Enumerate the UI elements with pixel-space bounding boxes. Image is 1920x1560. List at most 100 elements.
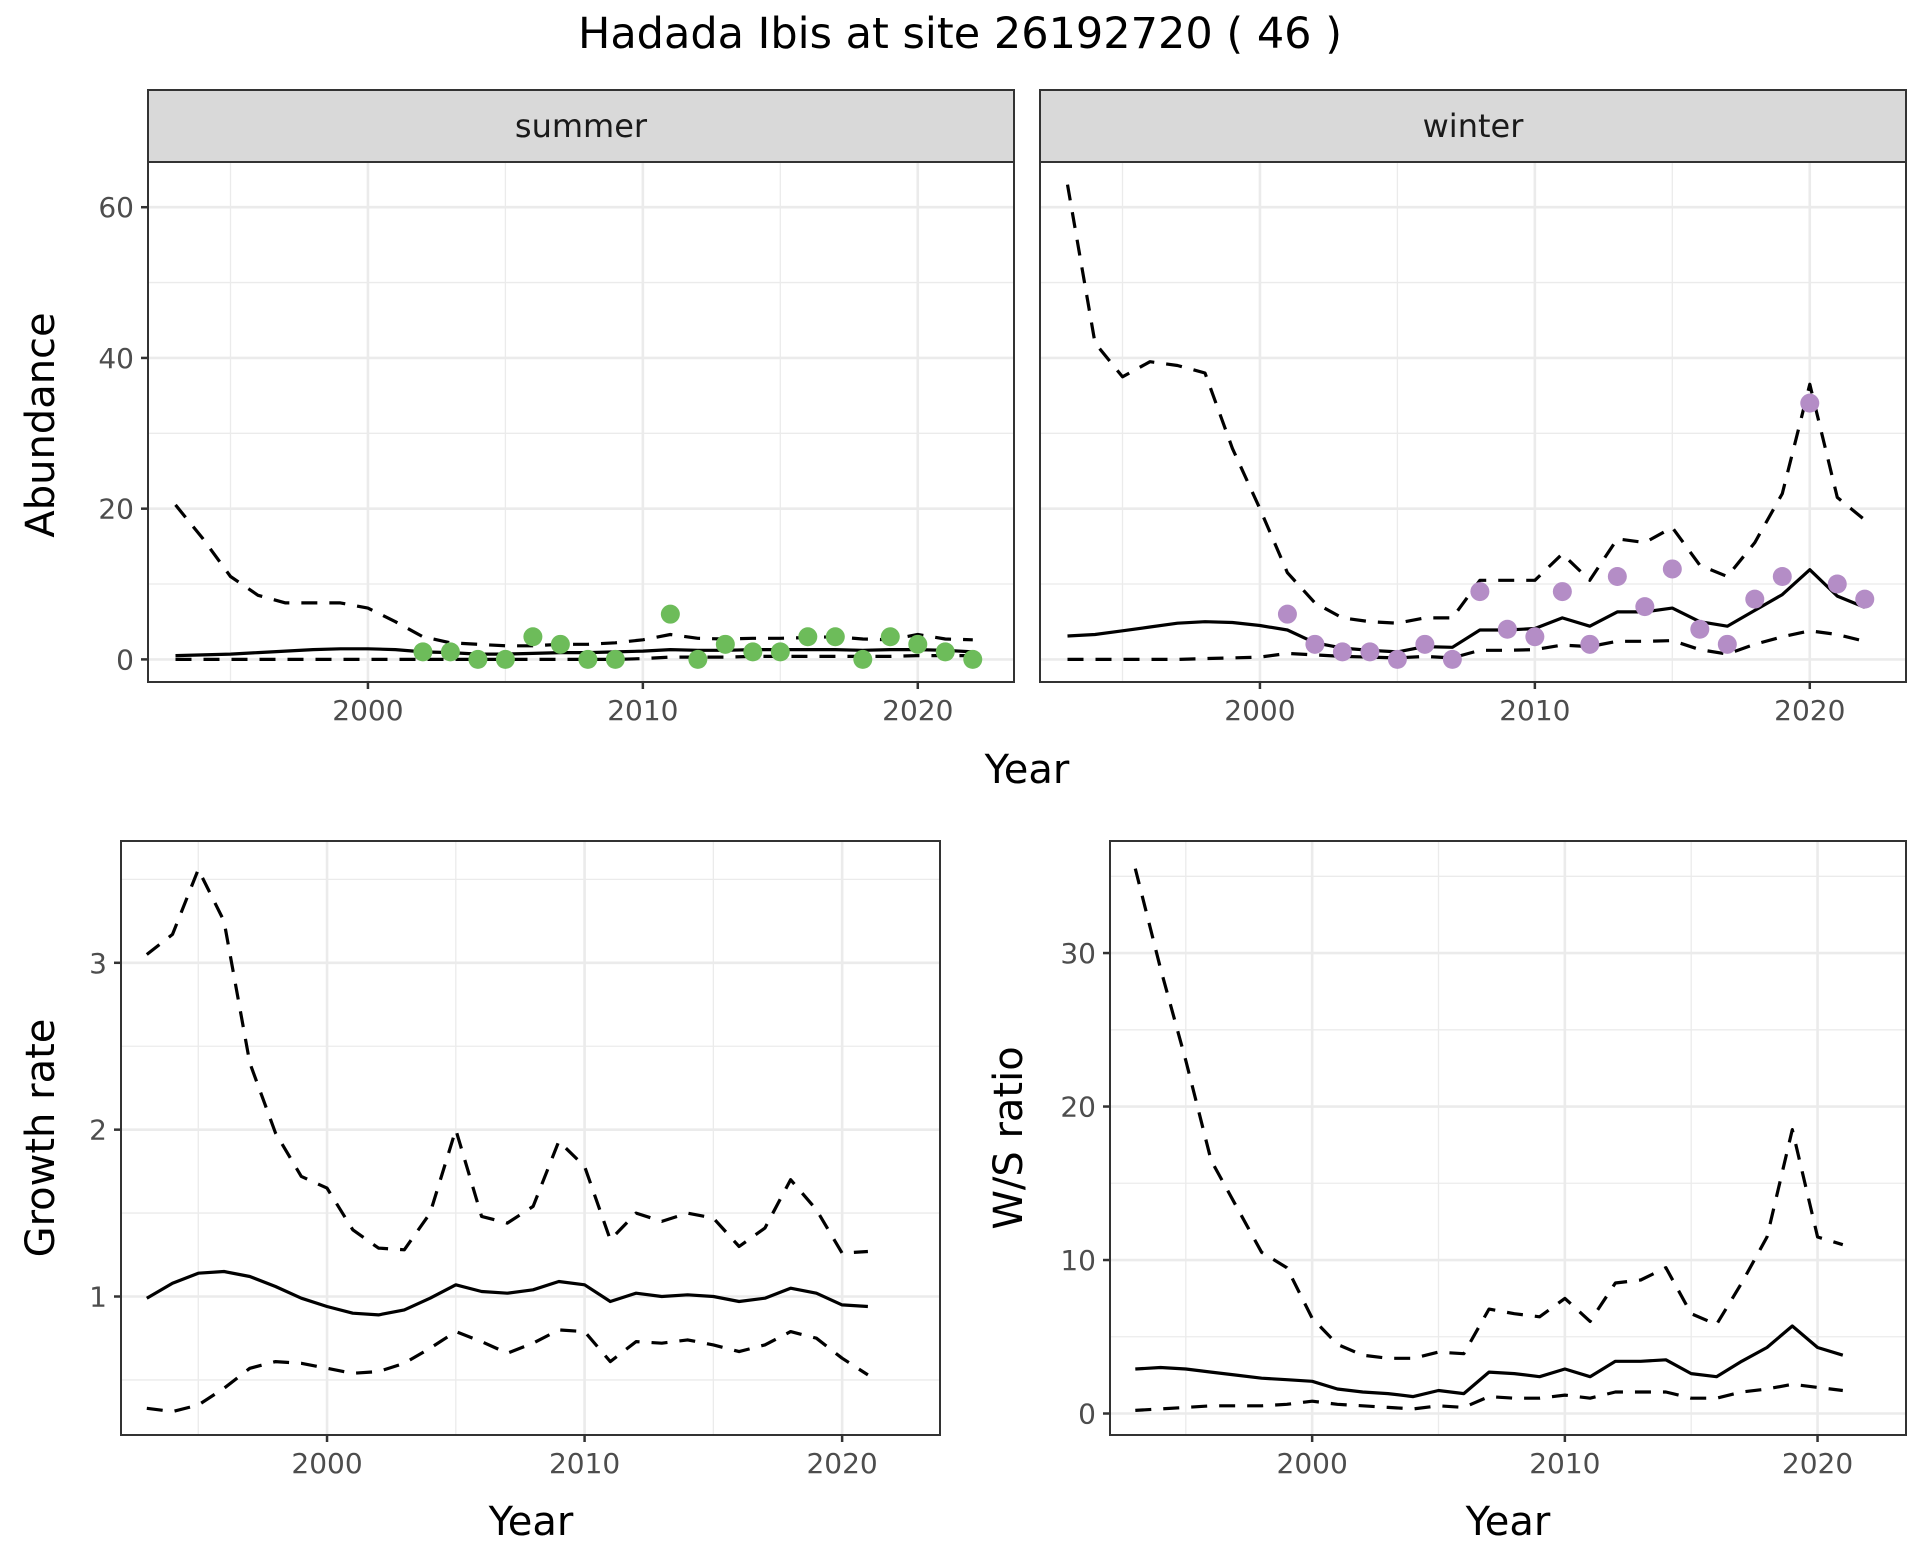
plot-area — [174, 503, 983, 669]
x-axis-label-ws: Year — [1465, 1499, 1551, 1545]
x-tick-label: 2020 — [1782, 1447, 1853, 1480]
observed-point — [688, 649, 708, 669]
observed-point — [935, 642, 955, 662]
y-tick-label: 3 — [89, 947, 107, 980]
observed-point — [1470, 582, 1490, 602]
observed-point — [1690, 619, 1710, 639]
series-upper-line — [145, 867, 868, 1255]
series-lower-line — [146, 1328, 869, 1414]
plot-area — [145, 867, 869, 1414]
y-tick-label: 2 — [89, 1114, 107, 1147]
y-tick-label: 0 — [116, 643, 134, 676]
panel-abundance-winter: 2000 2010 2020 — [1039, 161, 1907, 727]
series-lower-line — [175, 653, 973, 662]
series-estimate-line — [1135, 1324, 1844, 1399]
x-tick-label: 2020 — [1774, 694, 1845, 727]
observed-point — [468, 649, 488, 669]
y-axis-label-growth: Growth rate — [18, 1019, 64, 1258]
x-tick-label: 2020 — [882, 694, 953, 727]
observed-point — [1387, 649, 1407, 669]
observed-point — [1525, 627, 1545, 647]
plot-area — [1065, 184, 1875, 669]
observed-point — [743, 642, 763, 662]
panel-border — [147, 161, 1015, 683]
x-tick-label: 2000 — [291, 1447, 362, 1480]
observed-point — [1415, 634, 1435, 654]
x-tick-label: 2010 — [607, 694, 678, 727]
plot-area — [1133, 868, 1844, 1412]
observed-point — [523, 627, 543, 647]
panel-border — [120, 840, 941, 1436]
observed-point — [1607, 566, 1627, 586]
x-tick-label: 2010 — [1529, 1447, 1600, 1480]
observed-point — [853, 649, 873, 669]
facet-label-winter: winter — [1423, 107, 1525, 145]
observed-point — [1580, 634, 1600, 654]
y-axis-label-abundance: Abundance — [18, 312, 64, 537]
y-tick-label: 60 — [98, 191, 134, 224]
facet-strip-winter — [1039, 89, 1907, 163]
x-tick-label: 2000 — [332, 694, 403, 727]
observed-point — [1305, 634, 1325, 654]
y-tick-label: 10 — [1060, 1244, 1096, 1277]
y-tick-label: 20 — [98, 493, 134, 526]
x-tick-label: 2000 — [1277, 1447, 1348, 1480]
panel-growth-rate: 2000 2010 2020 1 2 3 — [89, 840, 941, 1480]
series-upper-line — [174, 503, 973, 648]
observed-point — [715, 634, 735, 654]
y-tick-label: 30 — [1060, 937, 1096, 970]
observed-point — [1552, 582, 1572, 602]
series-lower-line — [1067, 629, 1866, 662]
observed-point — [825, 627, 845, 647]
observed-point — [770, 642, 790, 662]
y-tick-label: 1 — [89, 1281, 107, 1314]
observed-point — [550, 634, 570, 654]
x-tick-label: 2010 — [549, 1447, 620, 1480]
x-axis-label-abundance: Year — [984, 747, 1070, 793]
panel-ws-ratio: 2000 2010 2020 0 10 20 30 — [1060, 840, 1907, 1480]
observed-point — [1442, 649, 1462, 669]
series-lower-line — [1135, 1382, 1843, 1412]
observed-point — [495, 649, 515, 669]
series-upper-line — [1065, 184, 1866, 625]
observed-point — [1800, 393, 1820, 413]
observed-point — [908, 634, 928, 654]
x-tick-label: 2000 — [1224, 694, 1295, 727]
series-estimate-line — [1067, 568, 1866, 654]
series-estimate-line — [175, 647, 973, 658]
x-tick-label: 2020 — [806, 1447, 877, 1480]
observed-point — [578, 649, 598, 669]
facet-strip-summer — [147, 89, 1015, 163]
observed-point — [1745, 589, 1765, 609]
y-tick-label: 40 — [98, 342, 134, 375]
observed-point — [1717, 634, 1737, 654]
observed-point — [1772, 566, 1792, 586]
panel-border — [1039, 161, 1907, 683]
observed-point — [963, 649, 983, 669]
observed-point — [440, 642, 460, 662]
observed-point — [1662, 559, 1682, 579]
observed-point — [1635, 597, 1655, 617]
y-tick-label: 20 — [1060, 1091, 1096, 1124]
observed-point — [798, 627, 818, 647]
observed-point — [880, 627, 900, 647]
observed-point — [413, 642, 433, 662]
panel-abundance-summer: 2000 2010 2020 0 20 40 60 — [98, 161, 1015, 727]
observed-point — [1360, 642, 1380, 662]
y-axis-label-ws: W/S ratio — [986, 1046, 1032, 1229]
facet-label-summer: summer — [515, 107, 648, 145]
observed-point — [1855, 589, 1875, 609]
x-tick-label: 2010 — [1499, 694, 1570, 727]
observed-point — [1827, 574, 1847, 594]
observed-point — [605, 649, 625, 669]
panel-border — [1109, 840, 1907, 1436]
observed-point — [1497, 619, 1517, 639]
observed-point — [1332, 642, 1352, 662]
observed-point — [1277, 604, 1297, 624]
chart-title: Hadada Ibis at site 26192720 ( 46 ) — [578, 9, 1342, 59]
series-upper-line — [1133, 868, 1844, 1360]
series-estimate-line — [145, 1269, 868, 1317]
x-axis-label-growth: Year — [488, 1499, 574, 1545]
observed-point — [660, 604, 680, 624]
